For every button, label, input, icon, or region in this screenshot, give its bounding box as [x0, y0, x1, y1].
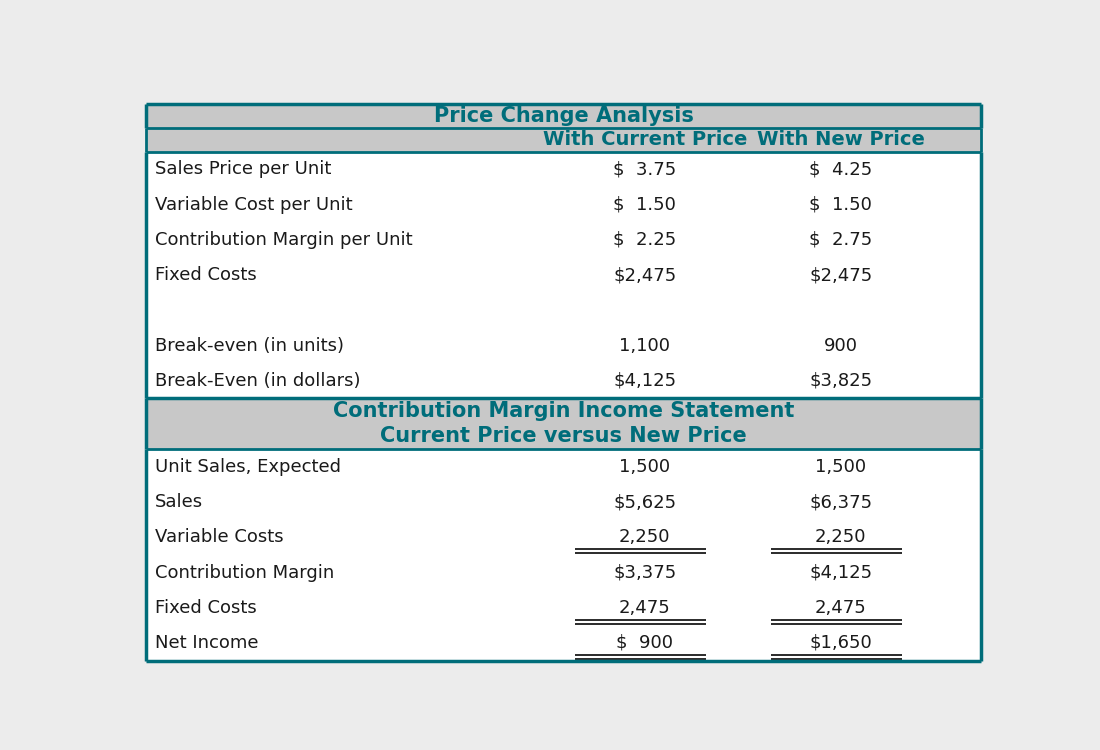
Text: With Current Price: With Current Price	[542, 130, 747, 149]
Text: $  1.50: $ 1.50	[810, 196, 872, 214]
Text: 900: 900	[824, 337, 858, 355]
Text: Current Price versus New Price: Current Price versus New Price	[381, 427, 747, 446]
Text: $  2.25: $ 2.25	[613, 231, 676, 249]
Bar	[146, 187, 981, 222]
Text: 2,250: 2,250	[815, 528, 867, 546]
Bar	[146, 222, 981, 257]
Text: $  2.75: $ 2.75	[810, 231, 872, 249]
Text: $4,125: $4,125	[810, 563, 872, 581]
Text: 1,500: 1,500	[619, 458, 670, 476]
Text: $  4.25: $ 4.25	[810, 160, 872, 178]
Text: Variable Costs: Variable Costs	[154, 528, 283, 546]
Bar	[146, 398, 981, 449]
Bar	[146, 449, 981, 484]
Bar	[146, 555, 981, 590]
Text: Contribution Margin per Unit: Contribution Margin per Unit	[154, 231, 412, 249]
Bar	[146, 104, 981, 398]
Bar	[146, 128, 981, 152]
Text: Sales: Sales	[154, 493, 202, 511]
Text: $  900: $ 900	[616, 634, 673, 652]
Text: $6,375: $6,375	[810, 493, 872, 511]
Text: With New Price: With New Price	[757, 130, 925, 149]
Text: $3,825: $3,825	[810, 372, 872, 390]
Bar	[146, 590, 981, 626]
Text: $1,650: $1,650	[810, 634, 872, 652]
Text: Unit Sales, Expected: Unit Sales, Expected	[154, 458, 341, 476]
Text: 2,475: 2,475	[619, 598, 671, 616]
Bar	[146, 257, 981, 292]
Text: Sales Price per Unit: Sales Price per Unit	[154, 160, 331, 178]
Text: Contribution Margin Income Statement: Contribution Margin Income Statement	[333, 401, 794, 421]
Text: Variable Cost per Unit: Variable Cost per Unit	[154, 196, 352, 214]
Text: $4,125: $4,125	[613, 372, 676, 390]
Text: $3,375: $3,375	[613, 563, 676, 581]
Text: $  3.75: $ 3.75	[613, 160, 676, 178]
Text: 1,100: 1,100	[619, 337, 670, 355]
Text: Price Change Analysis: Price Change Analysis	[433, 106, 694, 126]
Bar	[146, 484, 981, 520]
Bar	[146, 104, 981, 128]
Bar	[146, 626, 981, 661]
Text: $2,475: $2,475	[613, 266, 676, 284]
Bar	[146, 292, 981, 328]
Text: Break-even (in units): Break-even (in units)	[154, 337, 343, 355]
Text: 1,500: 1,500	[815, 458, 867, 476]
Text: Break-Even (in dollars): Break-Even (in dollars)	[154, 372, 360, 390]
Text: $5,625: $5,625	[613, 493, 676, 511]
Text: 2,475: 2,475	[815, 598, 867, 616]
Text: $  1.50: $ 1.50	[614, 196, 676, 214]
Text: 2,250: 2,250	[619, 528, 671, 546]
Text: Contribution Margin: Contribution Margin	[154, 563, 333, 581]
Text: Fixed Costs: Fixed Costs	[154, 598, 256, 616]
Bar	[146, 520, 981, 555]
Text: $2,475: $2,475	[810, 266, 872, 284]
Text: Fixed Costs: Fixed Costs	[154, 266, 256, 284]
Bar	[146, 152, 981, 187]
Bar	[146, 363, 981, 398]
Text: Net Income: Net Income	[154, 634, 258, 652]
Bar	[146, 328, 981, 363]
